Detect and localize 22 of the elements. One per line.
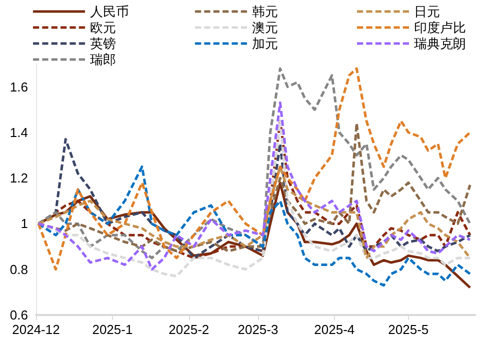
legend-label: 韩元 bbox=[252, 4, 278, 19]
legend-label: 英镑 bbox=[90, 36, 116, 51]
legend-label: 印度卢比 bbox=[414, 20, 466, 35]
y-tick-label: 1.4 bbox=[10, 124, 28, 140]
legend-label: 人民币 bbox=[90, 4, 129, 19]
y-tick-label: 0.6 bbox=[10, 308, 28, 322]
legend-label: 日元 bbox=[414, 4, 440, 19]
x-tick-label: 2024-12 bbox=[12, 322, 60, 337]
legend-label: 澳元 bbox=[252, 20, 278, 35]
x-tick-label: 2025-5 bbox=[388, 322, 429, 337]
y-tick-label: 1.2 bbox=[10, 170, 28, 186]
legend-label: 瑞典克朗 bbox=[414, 36, 466, 51]
x-tick-label: 2025-4 bbox=[314, 322, 355, 337]
x-tick-label: 2025-2 bbox=[168, 322, 210, 337]
y-tick-label: 1 bbox=[20, 216, 28, 232]
legend-label: 瑞郎 bbox=[90, 52, 116, 67]
x-tick-label: 2025-1 bbox=[92, 322, 133, 337]
legend-label: 加元 bbox=[252, 36, 278, 51]
legend-label: 欧元 bbox=[90, 20, 116, 35]
y-tick-label: 0.8 bbox=[10, 262, 28, 277]
x-tick-label: 2025-3 bbox=[238, 322, 278, 337]
y-tick-label: 1.6 bbox=[10, 79, 28, 94]
